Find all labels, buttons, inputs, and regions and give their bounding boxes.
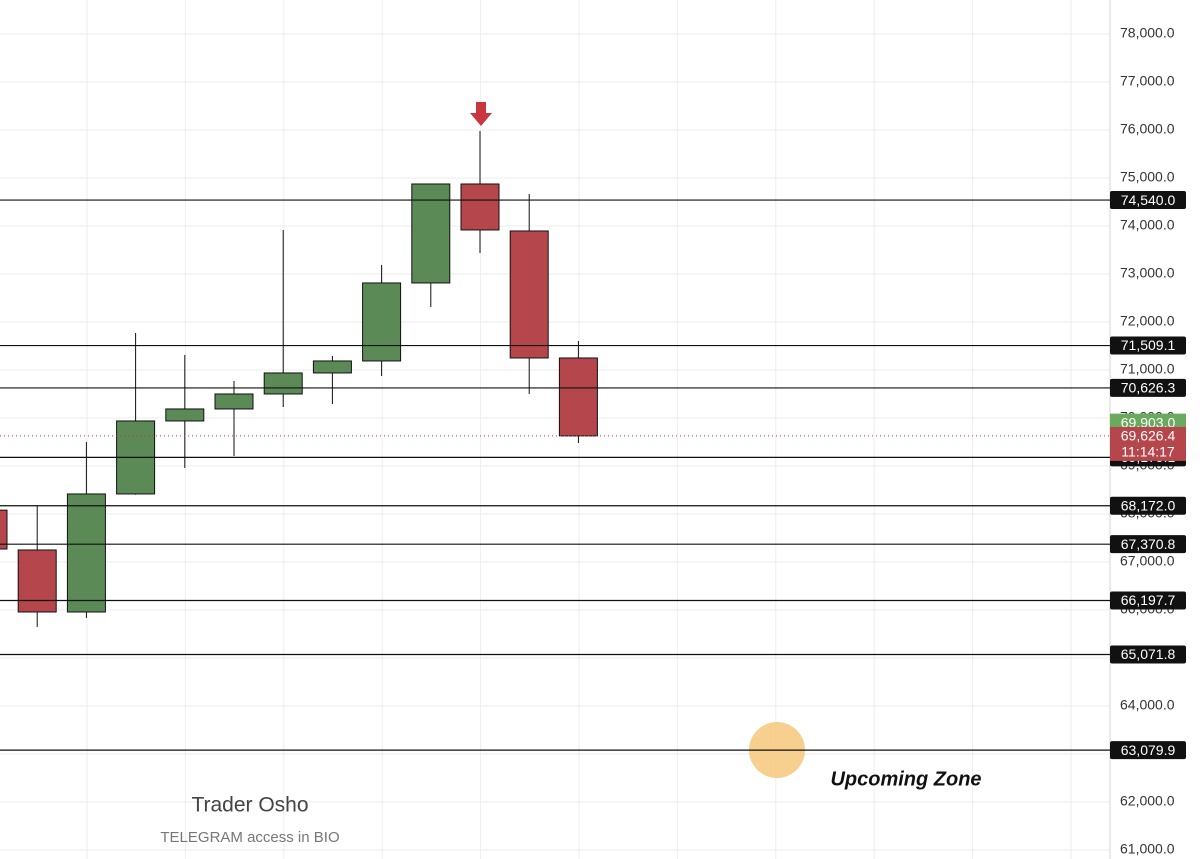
level-badge [1110,535,1186,554]
y-tick-label: 62,000.0 [1120,793,1175,809]
level-badge [1110,336,1186,355]
level-label: 66,197.7 [1121,592,1176,608]
candle-body [0,509,8,550]
level-label: 70,626.3 [1121,380,1176,396]
candle-body [263,372,303,395]
level-badge [1110,645,1186,664]
candle-body [411,183,451,284]
y-tick-label: 64,000.0 [1120,697,1175,713]
annotation: Upcoming Zone [830,768,981,790]
y-tick-label: 72,000.0 [1120,313,1175,329]
countdown: 11:14:17 [1121,444,1175,460]
watermark-sub: TELEGRAM access in BIO [160,829,339,846]
y-tick-label: 75,000.0 [1120,169,1175,185]
marker-price-label: 69,903.0 [1121,414,1176,430]
candle-body [66,493,106,613]
level-label: 74,540.0 [1121,192,1176,208]
candle-body [312,360,352,374]
candle-body [17,549,57,613]
candle-body [214,393,254,410]
candle-body [362,282,402,362]
candle-body [558,357,598,437]
candle-body [509,230,549,359]
level-label: 63,079.9 [1121,742,1176,758]
level-label: 68,172.0 [1121,497,1176,513]
level-label: 67,370.8 [1121,536,1176,552]
y-tick-label: 73,000.0 [1120,265,1175,281]
candle-body [460,183,500,231]
y-tick-label: 77,000.0 [1120,73,1175,89]
watermark: Trader Osho [191,794,308,817]
level-badge [1110,378,1186,397]
y-tick-label: 61,000.0 [1120,841,1175,857]
level-badge [1110,496,1186,515]
y-tick-label: 76,000.0 [1120,121,1175,137]
y-tick-label: 78,000.0 [1120,25,1175,41]
level-label: 71,509.1 [1121,337,1176,353]
level-badge [1110,191,1186,210]
level-label: 65,071.8 [1121,646,1176,662]
signal-arrow [470,102,492,126]
y-tick-label: 74,000.0 [1120,217,1175,233]
level-badge [1110,741,1186,760]
last-price-label: 69,626.4 [1121,428,1176,444]
candle-body [165,408,205,422]
y-tick-label: 71,000.0 [1120,361,1175,377]
last-price-badge [1110,426,1186,461]
level-badge [1110,591,1186,610]
y-tick-label: 67,000.0 [1120,553,1175,569]
